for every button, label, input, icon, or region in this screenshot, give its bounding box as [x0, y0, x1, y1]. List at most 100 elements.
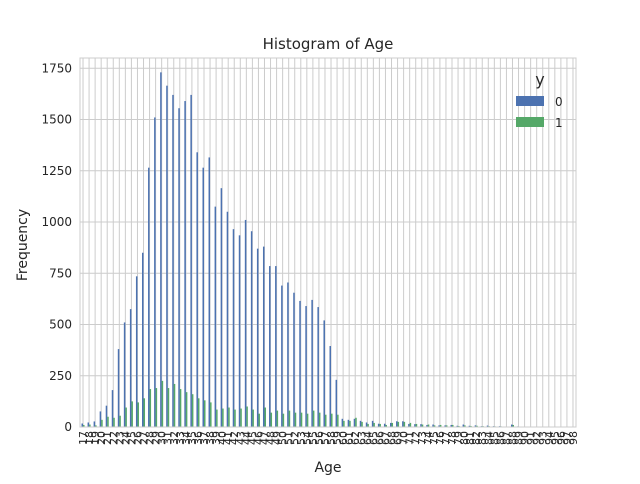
bar-series-1 [180, 389, 182, 427]
y-tick-label: 250 [49, 369, 72, 383]
bar-series-0 [275, 266, 277, 427]
x-tick-label: 98 [567, 431, 580, 445]
legend-label-0: 0 [555, 95, 563, 109]
bar-series-1 [168, 388, 170, 427]
bar-series-1 [373, 423, 375, 427]
bar-series-0 [148, 168, 150, 427]
bar-series-1 [210, 402, 212, 427]
bar-series-1 [156, 388, 158, 427]
bar-series-1 [337, 415, 339, 427]
bar-series-0 [293, 293, 295, 427]
bar-series-0 [336, 380, 338, 427]
bar-series-0 [245, 220, 247, 427]
bar-series-1 [222, 409, 224, 427]
bar-series-1 [307, 414, 309, 427]
bar-series-1 [137, 402, 139, 427]
bar-series-0 [366, 422, 368, 427]
bar-series-1 [246, 407, 248, 428]
bar-series-1 [192, 394, 194, 427]
bar-series-1 [113, 418, 115, 427]
bar-series-0 [330, 346, 332, 427]
bar-series-1 [131, 401, 133, 427]
bar-series-1 [313, 411, 315, 427]
bar-series-1 [150, 389, 152, 427]
bar-series-1 [392, 423, 394, 427]
bar-series-0 [311, 300, 313, 427]
bar-series-0 [154, 117, 156, 427]
bar-series-1 [186, 392, 188, 427]
legend-label-1: 1 [555, 116, 563, 130]
bar-series-1 [331, 414, 333, 427]
bar-series-0 [209, 157, 211, 427]
bar-series-0 [196, 152, 198, 427]
bar-series-0 [323, 320, 325, 427]
bar-series-0 [106, 406, 108, 427]
bar-series-0 [178, 108, 180, 427]
bar-series-0 [88, 422, 90, 427]
bar-series-1 [289, 411, 291, 427]
chart-title: Histogram of Age [263, 35, 394, 53]
y-tick-label: 1250 [41, 164, 72, 178]
bar-series-0 [239, 235, 241, 427]
bar-series-0 [172, 95, 174, 427]
bar-series-1 [174, 384, 176, 427]
bar-series-1 [234, 410, 236, 427]
bar-series-0 [257, 249, 259, 427]
bar-series-1 [343, 421, 345, 427]
bar-series-0 [136, 276, 138, 427]
bar-series-0 [305, 306, 307, 427]
bar-series-0 [317, 307, 319, 427]
bar-series-1 [101, 420, 103, 427]
bar-series-0 [94, 421, 96, 427]
bar-series-0 [354, 419, 356, 427]
bar-series-0 [142, 253, 144, 427]
bar-series-0 [348, 420, 350, 427]
bar-series-0 [202, 168, 204, 427]
y-tick-label: 500 [49, 318, 72, 332]
legend-title: y [535, 70, 544, 89]
legend-swatch-1 [516, 117, 544, 127]
bar-series-1 [355, 418, 357, 427]
bar-series-0 [287, 282, 289, 427]
bar-series-0 [263, 247, 265, 427]
bar-series-1 [301, 413, 303, 427]
y-axis-label: Frequency [15, 209, 31, 281]
bar-series-1 [264, 408, 266, 427]
bar-series-0 [360, 421, 362, 427]
bar-series-0 [166, 86, 168, 427]
x-axis-label: Age [314, 460, 341, 476]
bar-series-0 [372, 421, 374, 427]
bar-series-1 [349, 421, 351, 427]
bar-series-0 [190, 95, 192, 427]
bar-series-0 [100, 411, 102, 427]
bar-series-0 [390, 423, 392, 427]
bar-series-1 [319, 413, 321, 427]
bar-series-0 [221, 188, 223, 427]
y-tick-label: 1000 [41, 215, 72, 229]
bar-series-1 [283, 414, 285, 427]
bar-series-0 [82, 424, 84, 427]
bar-series-0 [112, 390, 114, 427]
bar-series-1 [252, 410, 254, 427]
bar-series-0 [251, 231, 253, 427]
y-tick-label: 1500 [41, 113, 72, 127]
bar-series-1 [361, 422, 363, 427]
bar-series-1 [398, 422, 400, 427]
y-tick-label: 750 [49, 266, 72, 280]
bar-series-0 [160, 72, 162, 427]
bar-series-1 [258, 414, 260, 427]
bar-series-0 [130, 309, 132, 427]
bar-series-1 [271, 413, 273, 427]
bar-series-1 [107, 417, 109, 427]
bar-series-1 [277, 411, 279, 427]
bar-series-1 [325, 415, 327, 427]
y-tick-label: 1750 [41, 61, 72, 75]
bar-series-1 [144, 398, 146, 427]
bar-series-1 [410, 423, 412, 427]
bar-series-1 [216, 410, 218, 427]
bar-series-1 [162, 381, 164, 427]
bar-series-0 [281, 286, 283, 427]
bar-series-0 [342, 419, 344, 427]
bar-series-1 [198, 398, 200, 427]
